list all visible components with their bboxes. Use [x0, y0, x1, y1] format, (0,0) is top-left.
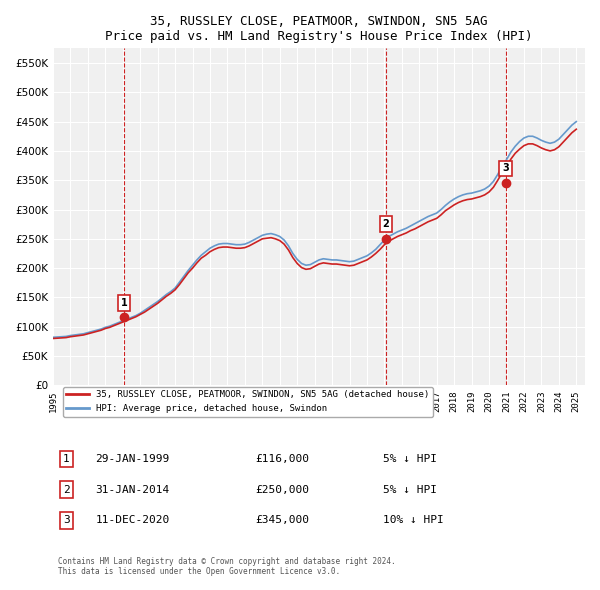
Text: Contains HM Land Registry data © Crown copyright and database right 2024.
This d: Contains HM Land Registry data © Crown c…	[58, 557, 396, 576]
Text: 11-DEC-2020: 11-DEC-2020	[95, 515, 170, 525]
Legend: 35, RUSSLEY CLOSE, PEATMOOR, SWINDON, SN5 5AG (detached house), HPI: Average pri: 35, RUSSLEY CLOSE, PEATMOOR, SWINDON, SN…	[63, 387, 433, 417]
Text: £345,000: £345,000	[255, 515, 309, 525]
Text: 5% ↓ HPI: 5% ↓ HPI	[383, 484, 437, 494]
Text: 2: 2	[63, 484, 70, 494]
Text: 3: 3	[502, 163, 509, 173]
Text: 5% ↓ HPI: 5% ↓ HPI	[383, 454, 437, 464]
Text: £116,000: £116,000	[255, 454, 309, 464]
Text: 2: 2	[382, 219, 389, 229]
Title: 35, RUSSLEY CLOSE, PEATMOOR, SWINDON, SN5 5AG
Price paid vs. HM Land Registry's : 35, RUSSLEY CLOSE, PEATMOOR, SWINDON, SN…	[105, 15, 533, 43]
Text: 31-JAN-2014: 31-JAN-2014	[95, 484, 170, 494]
Text: 1: 1	[63, 454, 70, 464]
Text: 3: 3	[63, 515, 70, 525]
Text: 29-JAN-1999: 29-JAN-1999	[95, 454, 170, 464]
Text: 1: 1	[121, 298, 128, 308]
Text: £250,000: £250,000	[255, 484, 309, 494]
Text: 10% ↓ HPI: 10% ↓ HPI	[383, 515, 443, 525]
